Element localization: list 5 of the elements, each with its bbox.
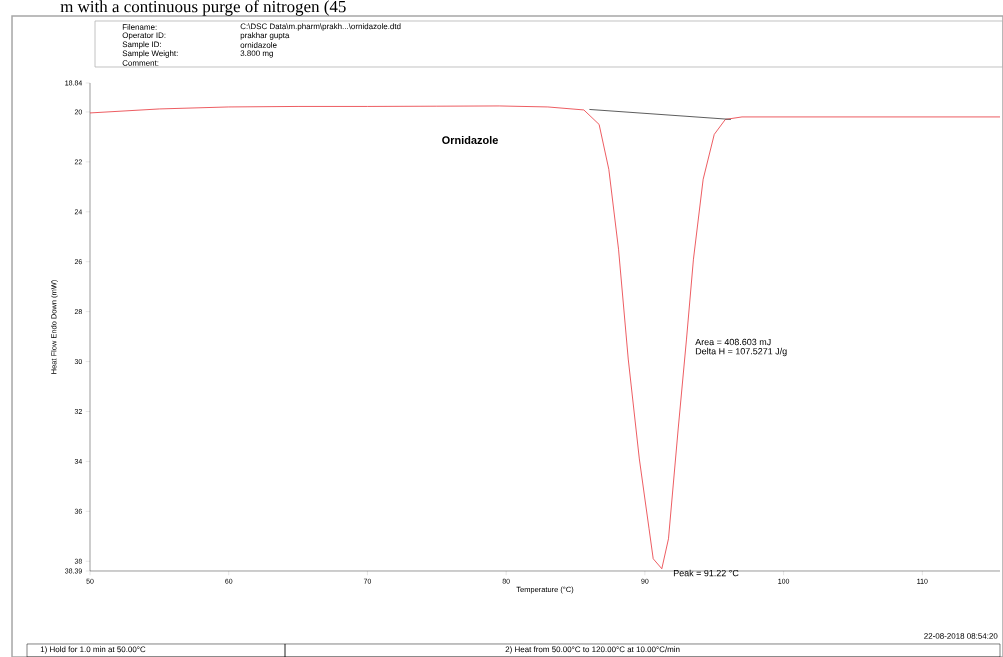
annotation: Ornidazole [442,135,498,145]
text: m with a continuous purge of nitrogen (45 [60,0,346,16]
annotation: Area = 408.603 mJ [695,338,771,346]
annotation: Delta H = 107.5271 J/g [695,347,787,357]
annotation: Peak = 91.22 °C [673,569,739,577]
